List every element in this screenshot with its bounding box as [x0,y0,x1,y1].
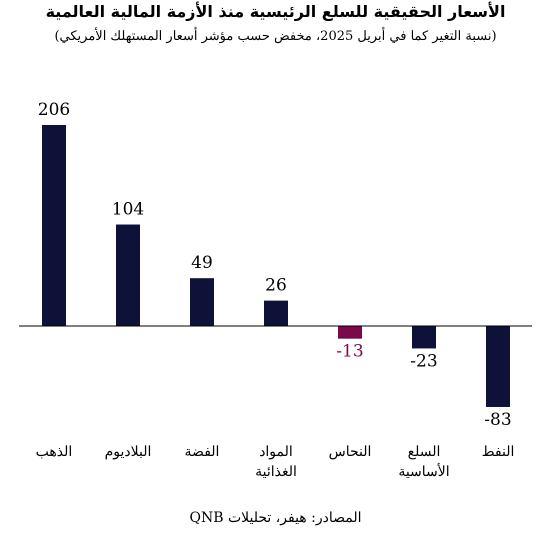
bar [338,326,362,339]
bar [116,224,140,326]
category-label: الأساسية [398,462,449,480]
data-label: 104 [112,200,144,220]
chart-subtitle: (نسبة التغير كما في أبريل 2025، مخفض حسب… [54,29,497,44]
category-label: النحاس [329,444,372,460]
bar [412,326,436,349]
category-label: الذهب [36,444,73,460]
bar [42,125,66,326]
category-label: السلع [408,444,441,460]
category-label: النفط [482,444,515,460]
bar [486,326,510,407]
bar [190,278,214,326]
data-label: 49 [191,253,213,273]
data-label: 206 [38,100,70,120]
bar [264,300,288,326]
data-label: 26 [265,276,287,296]
chart-title: الأسعار الحقيقية للسلع الرئيسية منذ الأز… [45,2,506,21]
category-label: البلاديوم [105,444,152,460]
category-label: المواد [259,444,293,460]
data-label: -83 [484,410,511,430]
category-label: الغذائية [255,464,297,480]
data-label: -23 [410,351,437,371]
source-note: المصادر: هيفر، تحليلات QNB [189,510,362,526]
category-label: الفضة [185,444,220,460]
data-label: -13 [336,342,363,362]
